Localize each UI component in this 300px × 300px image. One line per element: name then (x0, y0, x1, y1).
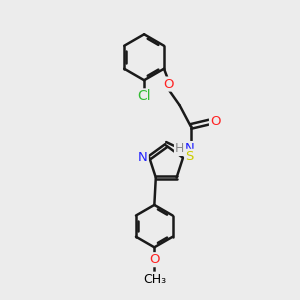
Text: H: H (175, 142, 184, 155)
Text: N: N (138, 151, 148, 164)
Text: O: O (163, 77, 174, 91)
Text: S: S (185, 150, 194, 163)
Text: O: O (210, 115, 220, 128)
Text: N: N (184, 142, 194, 155)
Text: CH₃: CH₃ (143, 273, 166, 286)
Text: O: O (149, 253, 160, 266)
Text: Cl: Cl (137, 89, 151, 103)
